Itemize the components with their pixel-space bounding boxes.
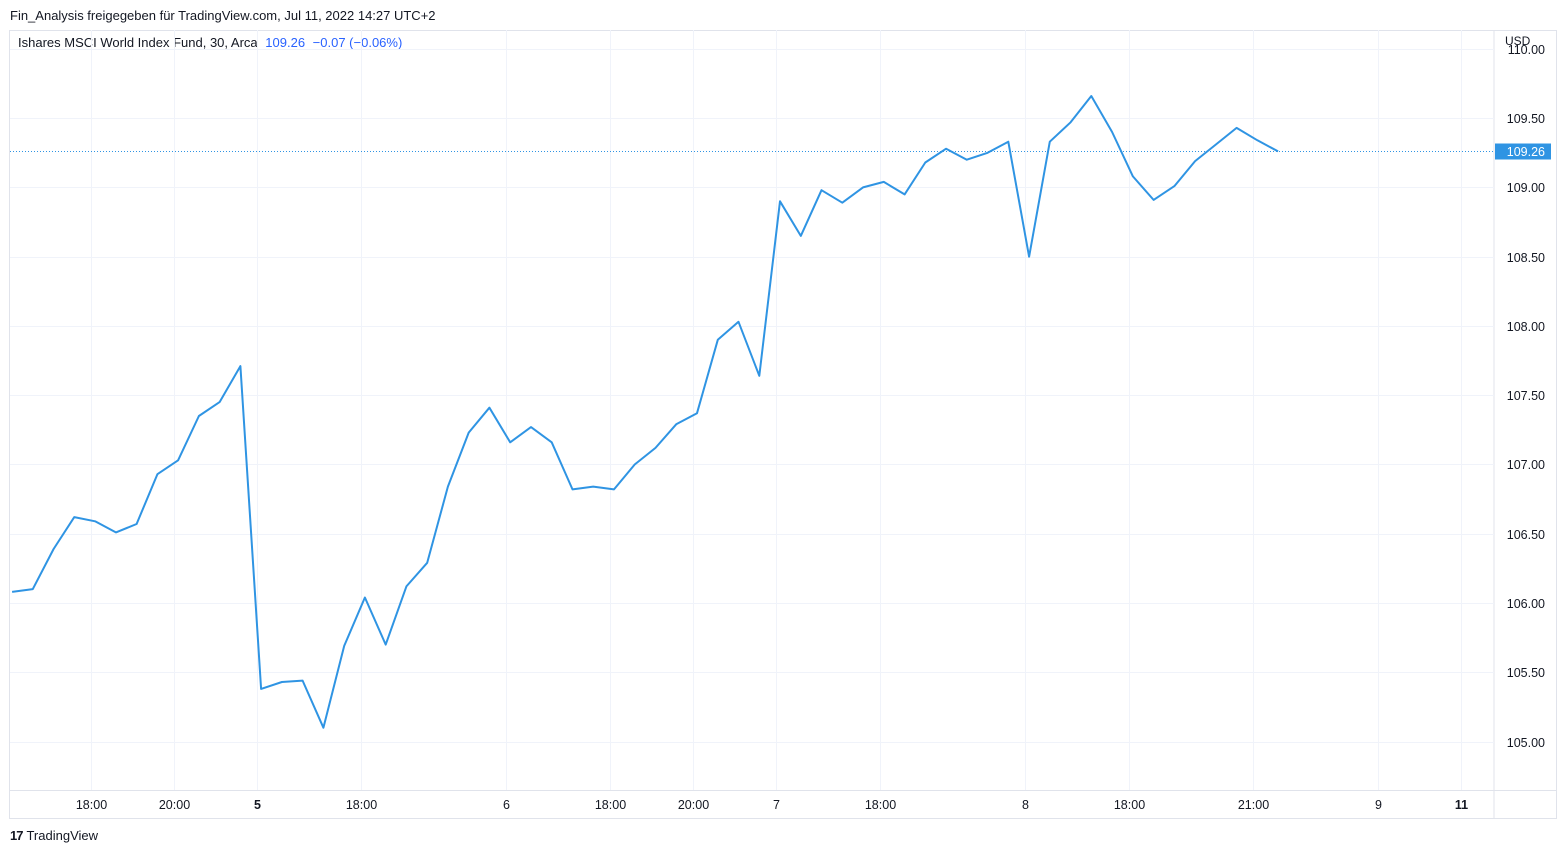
chart-frame[interactable]	[9, 30, 1557, 819]
tradingview-logo-icon[interactable]: 17	[10, 828, 24, 843]
footer: 17 TradingView	[10, 828, 98, 843]
share-attribution: Fin_Analysis freigegeben für TradingView…	[10, 8, 436, 23]
chart-legend: Ishares MSCI World Index Fund, 30, Arca …	[18, 35, 402, 50]
footer-brand[interactable]: TradingView	[26, 828, 99, 843]
legend-change: −0.07 (−0.06%)	[312, 35, 403, 50]
legend-last-price: 109.26	[265, 35, 306, 50]
legend-symbol[interactable]: Ishares MSCI World Index Fund, 30, Arca	[18, 35, 258, 50]
